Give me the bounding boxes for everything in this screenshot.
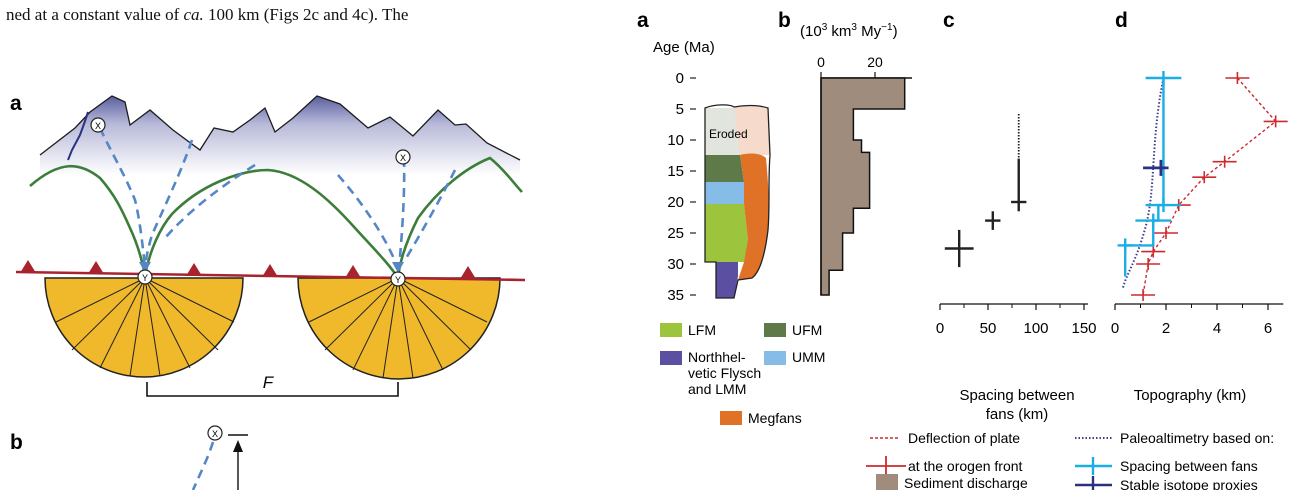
legend-spacing-label: Spacing between fans [1120, 458, 1258, 474]
sediment-discharge-area [820, 77, 906, 296]
right-panel-a-label: a [637, 9, 649, 32]
legend-lfm-swatch [660, 323, 682, 337]
fan-spacing-chart: 0 50 100 150 [936, 113, 1097, 337]
legend-nhf-line3: and LMM [688, 381, 746, 397]
legend-nhf-line1: Northhel- [688, 349, 746, 365]
fan-apex-left: Y [137, 269, 153, 285]
drainage-divide-left [29, 164, 147, 276]
stratigraphic-column [704, 104, 771, 299]
legend-ufm-swatch [764, 323, 786, 337]
legend-ufm-label: UFM [792, 322, 822, 338]
eroded-label: Eroded [709, 127, 748, 141]
panel-d-tick-label: 4 [1213, 320, 1221, 337]
legend-megfans-label: Megfans [748, 410, 802, 426]
legend-deflection-cross [866, 456, 906, 476]
svg-text:Y: Y [142, 273, 148, 283]
panel-c-xlabel-line2: fans (km) [986, 406, 1049, 423]
caption-text-line: ned at a constant value of ca. 100 km (F… [6, 5, 408, 24]
panel-c-tick-label: 150 [1071, 320, 1096, 337]
alluvial-fan-left [44, 277, 244, 378]
legend-nhf-swatch [660, 351, 682, 365]
mountain-range [40, 96, 520, 175]
panel-d-tick-label: 6 [1264, 320, 1272, 337]
mountain-ridgeline [39, 95, 521, 161]
panel-b-drainage [191, 441, 215, 490]
svg-text:X: X [212, 429, 218, 439]
right-panel-b-label: b [778, 9, 791, 32]
panel-d-tick-label: 0 [1111, 320, 1119, 337]
svg-text:X: X [95, 121, 101, 131]
age-axis-ticks: 0 5 10 15 20 25 30 35 [667, 70, 696, 304]
source-marker-right: X [395, 149, 411, 165]
headwater-stream [67, 111, 89, 161]
drainage-network [98, 127, 457, 269]
legend-umm-swatch [764, 351, 786, 365]
panel-c-xlabel-line1: Spacing between [959, 387, 1074, 404]
legend-deflection-line1: Deflection of plate [908, 430, 1020, 446]
alluvial-fan-right [297, 277, 501, 380]
panel-d-xlabel: Topography (km) [1134, 387, 1247, 404]
fan-radial-lines [55, 277, 488, 379]
svg-text:Y: Y [395, 275, 401, 285]
column-outline [704, 104, 771, 299]
panel-b-arrow-head [233, 440, 243, 452]
fan-spacing-bracket [146, 382, 399, 397]
unit-ufm [705, 155, 744, 182]
unit-nhf [716, 262, 738, 298]
svg-text:X: X [400, 153, 406, 163]
panel-c-tick-label: 50 [980, 320, 997, 337]
left-panel-b-label: b [10, 431, 23, 454]
age-tick-label: 0 [676, 70, 684, 87]
left-panel-a-label: a [10, 92, 22, 115]
unit-lfm [705, 204, 750, 262]
drainage-divide-right [396, 156, 523, 279]
spacing-paleo-line [1124, 78, 1165, 277]
paleoaltimetry-curve [1121, 77, 1165, 290]
panel-b-tick-label: 0 [817, 54, 825, 70]
unit-megfans [738, 153, 769, 280]
age-tick-label: 30 [667, 256, 684, 273]
deflection-curve [1142, 77, 1277, 296]
right-panel-d-label: d [1115, 9, 1128, 32]
panel-b-source-marker: X [207, 425, 223, 441]
legend-sediment-label: Sediment discharge [904, 475, 1028, 490]
age-axis-title: Age (Ma) [653, 39, 715, 56]
fan-spacing-label: F [263, 373, 275, 392]
fan-apex-right: Y [390, 271, 406, 287]
legend-deflection-line2: at the orogen front [908, 458, 1023, 474]
legend-umm-label: UMM [792, 349, 825, 365]
legend-lfm-label: LFM [688, 322, 716, 338]
age-tick-label: 15 [667, 163, 684, 180]
right-panel-c-label: c [943, 9, 955, 32]
age-tick-label: 20 [667, 194, 684, 211]
unit-eroded-pink [734, 105, 770, 155]
legend-paleo-title: Paleoaltimetry based on: [1120, 430, 1274, 446]
panel-c-tick-label: 100 [1023, 320, 1048, 337]
age-tick-label: 10 [667, 132, 684, 149]
age-tick-label: 5 [676, 101, 684, 118]
panel-c-tick-label: 0 [936, 320, 944, 337]
flow-arrowhead-left [139, 262, 151, 273]
legend-megfans-swatch [720, 411, 742, 425]
drainage-divide-center [143, 168, 400, 279]
legend-nhf-line2: vetic Flysch [688, 365, 761, 381]
legend-isotope-label: Stable isotope proxies [1120, 477, 1258, 490]
flow-arrowhead-right [392, 262, 404, 273]
panel-b-tick-label: 20 [867, 54, 883, 70]
discharge-unit-label: (103 km3 My−1) [800, 22, 898, 40]
panel-d-tick-label: 2 [1162, 320, 1170, 337]
topography-chart: 0 2 4 6 [1111, 71, 1288, 337]
legend-spacing-cross [1075, 457, 1112, 475]
thrust-triangles [20, 260, 476, 279]
age-tick-label: 25 [667, 225, 684, 242]
source-marker-left: X [90, 117, 106, 133]
legend-sediment-swatch [876, 474, 898, 490]
unit-umm [705, 182, 744, 204]
sediment-discharge-chart: 0 20 [817, 54, 912, 296]
age-tick-label: 35 [667, 287, 684, 304]
